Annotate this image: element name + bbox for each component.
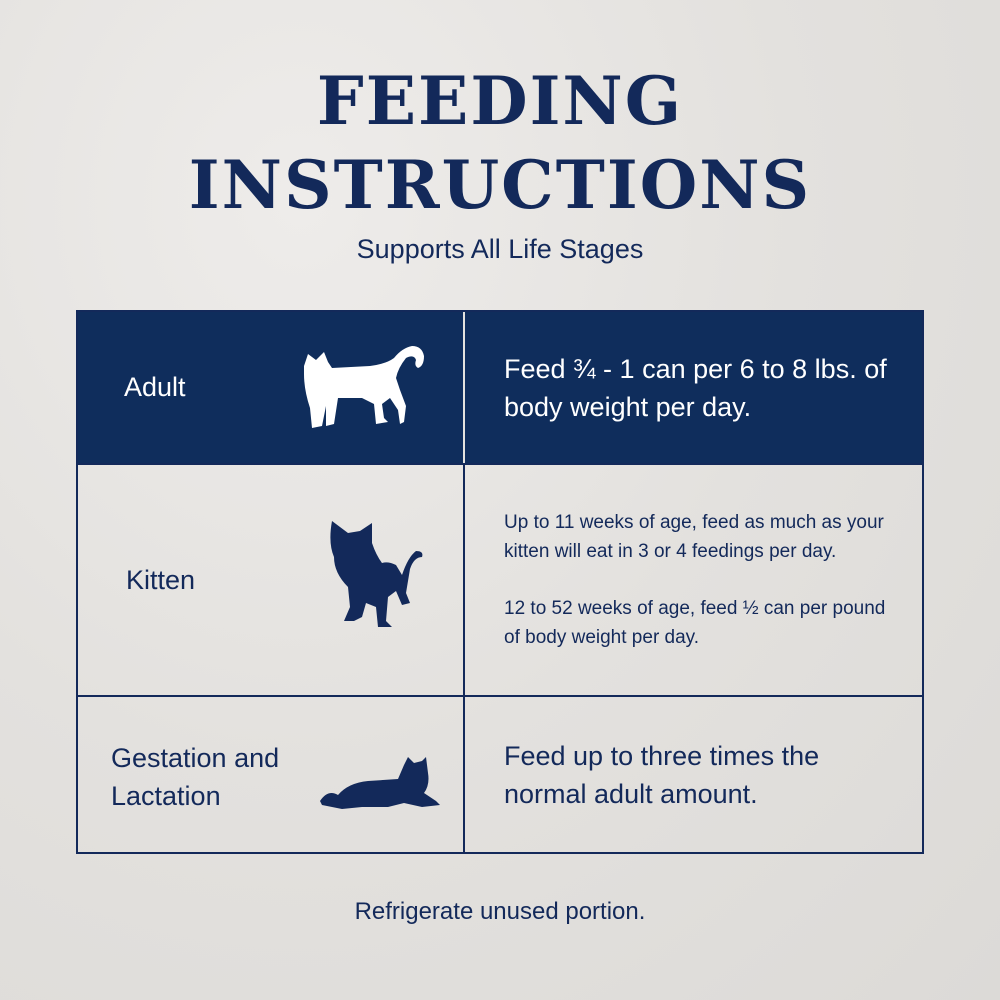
instruction-cell: Up to 11 weeks of age, feed as much as y… [467,465,922,695]
row-gestation: Gestation and Lactation Feed up to three… [78,697,922,852]
lying-cat-icon [320,757,440,809]
kitten-icon [330,521,423,627]
standing-cat-icon [304,346,424,428]
instruction-cell: Feed ¾ - 1 can per 6 to 8 lbs. of body w… [467,312,922,463]
title-line-2: INSTRUCTIONS [188,146,812,224]
feeding-table: Adult Feed ¾ - 1 can per 6 to 8 lbs. of … [76,310,924,854]
instruction-text: Feed up to three times the normal adult … [504,740,820,809]
subtitle: Supports All Life Stages [356,234,644,264]
title-line-1: FEEDING [316,62,684,140]
instruction-text-young: Up to 11 weeks of age, feed as much as y… [504,512,884,562]
stage-cell: Kitten [78,465,465,695]
row-kitten: Kitten Up to 11 weeks of age, feed as mu… [78,465,922,697]
row-adult: Adult Feed ¾ - 1 can per 6 to 8 lbs. of … [78,312,922,465]
stage-label-line-1: Gestation and [111,743,280,773]
stage-cell: Gestation and Lactation [78,697,465,852]
instruction-text-older: 12 to 52 weeks of age, feed ½ can per po… [504,598,886,648]
stage-label-line-2: Lactation [111,781,221,811]
footer-note: Refrigerate unused portion. [354,898,646,925]
stage-label: Adult [124,372,186,402]
stage-cell: Adult [78,312,465,463]
instruction-cell: Feed up to three times the normal adult … [467,697,922,852]
stage-label: Kitten [126,565,196,595]
instruction-text: Feed ¾ - 1 can per 6 to 8 lbs. of body w… [504,353,887,422]
stage-label: Gestation and Lactation [111,739,279,815]
